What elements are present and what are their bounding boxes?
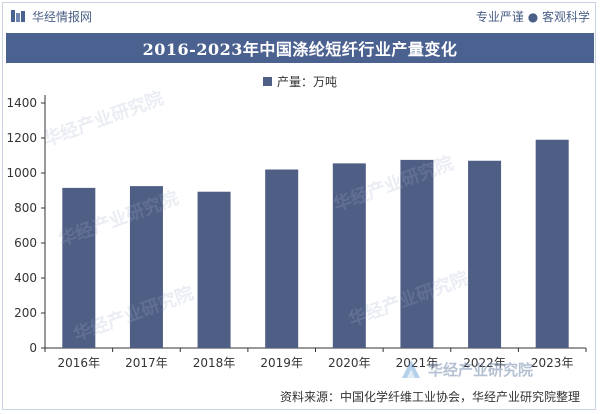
corner-logo-icon xyxy=(402,360,420,378)
bar xyxy=(265,169,299,348)
x-tick-label: 2022年 xyxy=(463,356,506,370)
legend: 产量：万吨 xyxy=(0,72,600,90)
y-tick-label: 0 xyxy=(29,341,37,355)
y-tick-label: 200 xyxy=(14,306,37,320)
y-tick-label: 1400 xyxy=(6,96,37,110)
brand-logo-icon xyxy=(11,10,25,22)
brand-name: 华经情报网 xyxy=(32,9,93,24)
bar xyxy=(400,159,434,348)
chart-frame xyxy=(2,2,596,410)
bar xyxy=(129,186,163,348)
bar xyxy=(62,187,96,348)
source-note: 资料来源：中国化学纤维工业协会，华经产业研究院整理 xyxy=(279,390,580,404)
x-tick-label: 2018年 xyxy=(193,356,236,370)
bar xyxy=(468,160,502,348)
brand: 华经情报网 xyxy=(10,8,92,25)
top-bar: 华经情报网 专业严谨 ● 客观科学 xyxy=(0,0,600,32)
x-tick-label: 2017年 xyxy=(125,356,168,370)
chart-title: 2016-2023年中国涤纶短纤行业产量变化 xyxy=(142,40,458,59)
title-bar: 2016-2023年中国涤纶短纤行业产量变化 xyxy=(6,33,594,63)
bar xyxy=(332,163,366,348)
bar xyxy=(197,191,231,348)
x-tick-label: 2016年 xyxy=(58,356,101,370)
corner-watermark: 华经产业研究院 xyxy=(400,358,533,380)
y-tick-label: 600 xyxy=(14,236,37,250)
x-tick-label: 2020年 xyxy=(328,356,371,370)
slogan: 专业严谨 ● 客观科学 xyxy=(475,9,590,24)
y-tick-label: 1000 xyxy=(6,166,37,180)
x-tick-label: 2021年 xyxy=(396,356,439,370)
legend-swatch xyxy=(262,76,272,86)
x-tick-label: 2023年 xyxy=(531,356,574,370)
y-tick-label: 400 xyxy=(14,271,37,285)
legend-label: 产量：万吨 xyxy=(276,74,337,89)
x-tick-label: 2019年 xyxy=(260,356,303,370)
bar xyxy=(535,139,569,348)
y-tick-label: 800 xyxy=(14,201,37,215)
corner-watermark-text: 华经产业研究院 xyxy=(428,360,534,379)
y-tick-label: 1200 xyxy=(6,131,37,145)
